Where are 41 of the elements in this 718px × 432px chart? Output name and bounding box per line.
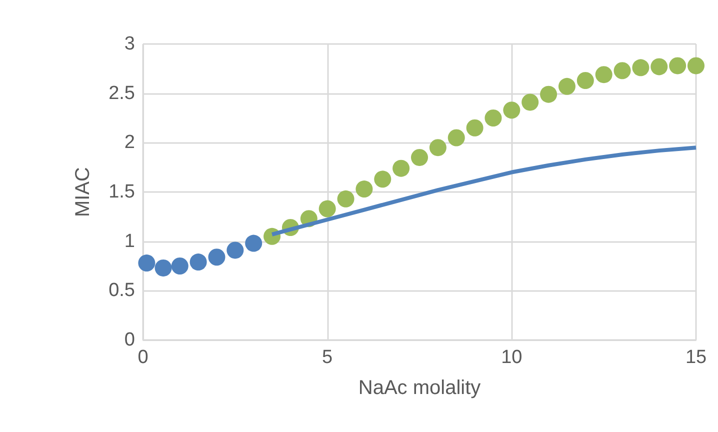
point [190, 254, 207, 271]
y-tick-label: 2.5 [108, 82, 135, 104]
y-tick-label: 0 [124, 330, 135, 350]
point [448, 129, 465, 146]
point [208, 248, 226, 266]
x-tick-label: 0 [138, 347, 148, 368]
point [429, 139, 446, 156]
point [595, 66, 612, 84]
point [484, 110, 502, 126]
point [392, 160, 410, 177]
point [245, 234, 262, 252]
point [540, 86, 558, 103]
point [503, 102, 520, 119]
x-tick-label: 15 [685, 347, 707, 368]
x-tick-label: 10 [501, 347, 522, 368]
point [318, 200, 336, 218]
point [374, 170, 392, 188]
y-tick-label: 1.5 [108, 182, 135, 202]
point [226, 242, 244, 259]
x-axis-title: NaAc molality [358, 377, 481, 399]
point [669, 57, 686, 74]
point [171, 258, 188, 274]
point [138, 254, 156, 272]
y-tick-label: 0.5 [108, 280, 135, 302]
point [154, 259, 172, 276]
point [650, 58, 668, 76]
y-tick-label: 2 [124, 132, 135, 154]
point [522, 94, 539, 111]
point [688, 57, 704, 74]
y-tick-label: 3 [124, 34, 135, 54]
point [337, 190, 354, 208]
point [614, 62, 631, 80]
point [576, 72, 594, 89]
y-tick-label: 1 [124, 230, 135, 252]
y-axis-title: MIAC [72, 167, 94, 217]
point [356, 180, 373, 198]
point [466, 119, 484, 136]
point [632, 59, 650, 76]
x-tick-label: 5 [322, 347, 333, 368]
point [558, 78, 576, 95]
point [411, 148, 428, 166]
